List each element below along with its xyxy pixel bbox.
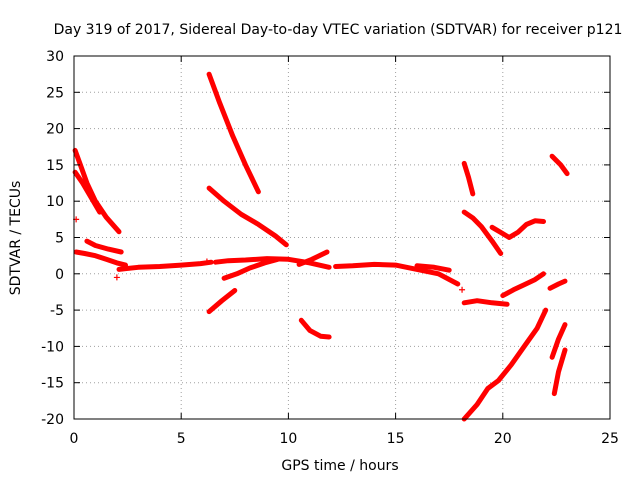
data-trace-2 bbox=[72, 169, 103, 215]
data-trace-17 bbox=[461, 209, 504, 256]
grid-lines bbox=[74, 56, 610, 419]
data-point-2 bbox=[113, 274, 120, 281]
y-tick-label: 25 bbox=[46, 85, 64, 101]
axis-ticks: 0 5 10 15 20 25 -20 -15 -10 -5 0 5 10 15 20 25 30 bbox=[41, 49, 619, 447]
data-trace-5 bbox=[116, 259, 214, 272]
data-trace-20 bbox=[461, 307, 549, 422]
y-tick-label: -5 bbox=[50, 303, 64, 319]
data-trace-23 bbox=[549, 322, 568, 360]
x-tick-label: 15 bbox=[387, 431, 405, 447]
y-tick-label: 10 bbox=[46, 194, 64, 210]
data-trace-1 bbox=[72, 147, 122, 235]
y-tick-label: -20 bbox=[41, 412, 64, 428]
data-trace-4 bbox=[84, 238, 124, 255]
x-axis-label: GPS time / hours bbox=[281, 458, 398, 474]
data-trace-15 bbox=[461, 298, 510, 307]
data-trace-19 bbox=[461, 160, 476, 197]
data-trace-24 bbox=[551, 347, 568, 397]
y-tick-label: 20 bbox=[46, 122, 64, 138]
data-trace-10 bbox=[206, 288, 238, 315]
data-point-3 bbox=[203, 258, 210, 265]
data-trace-14 bbox=[414, 263, 452, 273]
data-trace-22 bbox=[547, 278, 568, 291]
x-tick-label: 20 bbox=[494, 431, 512, 447]
x-tick-label: 0 bbox=[70, 431, 79, 447]
data-trace-18 bbox=[489, 218, 546, 240]
y-tick-label: -10 bbox=[41, 339, 64, 355]
data-trace-11 bbox=[296, 249, 330, 267]
y-tick-label: 30 bbox=[46, 49, 64, 65]
data-trace-9 bbox=[221, 256, 281, 281]
data-trace-8 bbox=[213, 256, 332, 270]
data-trace-16 bbox=[500, 271, 546, 299]
data-trace-12 bbox=[298, 317, 332, 340]
data-trace-21 bbox=[549, 153, 570, 177]
data-point-4 bbox=[459, 286, 466, 293]
y-axis-label: SDTVAR / TECUs bbox=[8, 181, 24, 296]
x-tick-label: 25 bbox=[601, 431, 619, 447]
data-trace-7 bbox=[206, 185, 289, 248]
chart-title: Day 319 of 2017, Sidereal Day-to-day VTE… bbox=[54, 22, 623, 38]
x-tick-label: 10 bbox=[279, 431, 297, 447]
y-tick-label: 0 bbox=[55, 267, 64, 283]
data-trace-3 bbox=[73, 249, 128, 268]
y-tick-label: 15 bbox=[46, 158, 64, 174]
data-trace-6 bbox=[206, 71, 261, 195]
data-trace-13 bbox=[333, 261, 461, 287]
y-tick-label: 5 bbox=[55, 231, 64, 247]
y-tick-label: -15 bbox=[41, 376, 64, 392]
x-tick-label: 5 bbox=[177, 431, 186, 447]
data-series bbox=[72, 71, 570, 422]
